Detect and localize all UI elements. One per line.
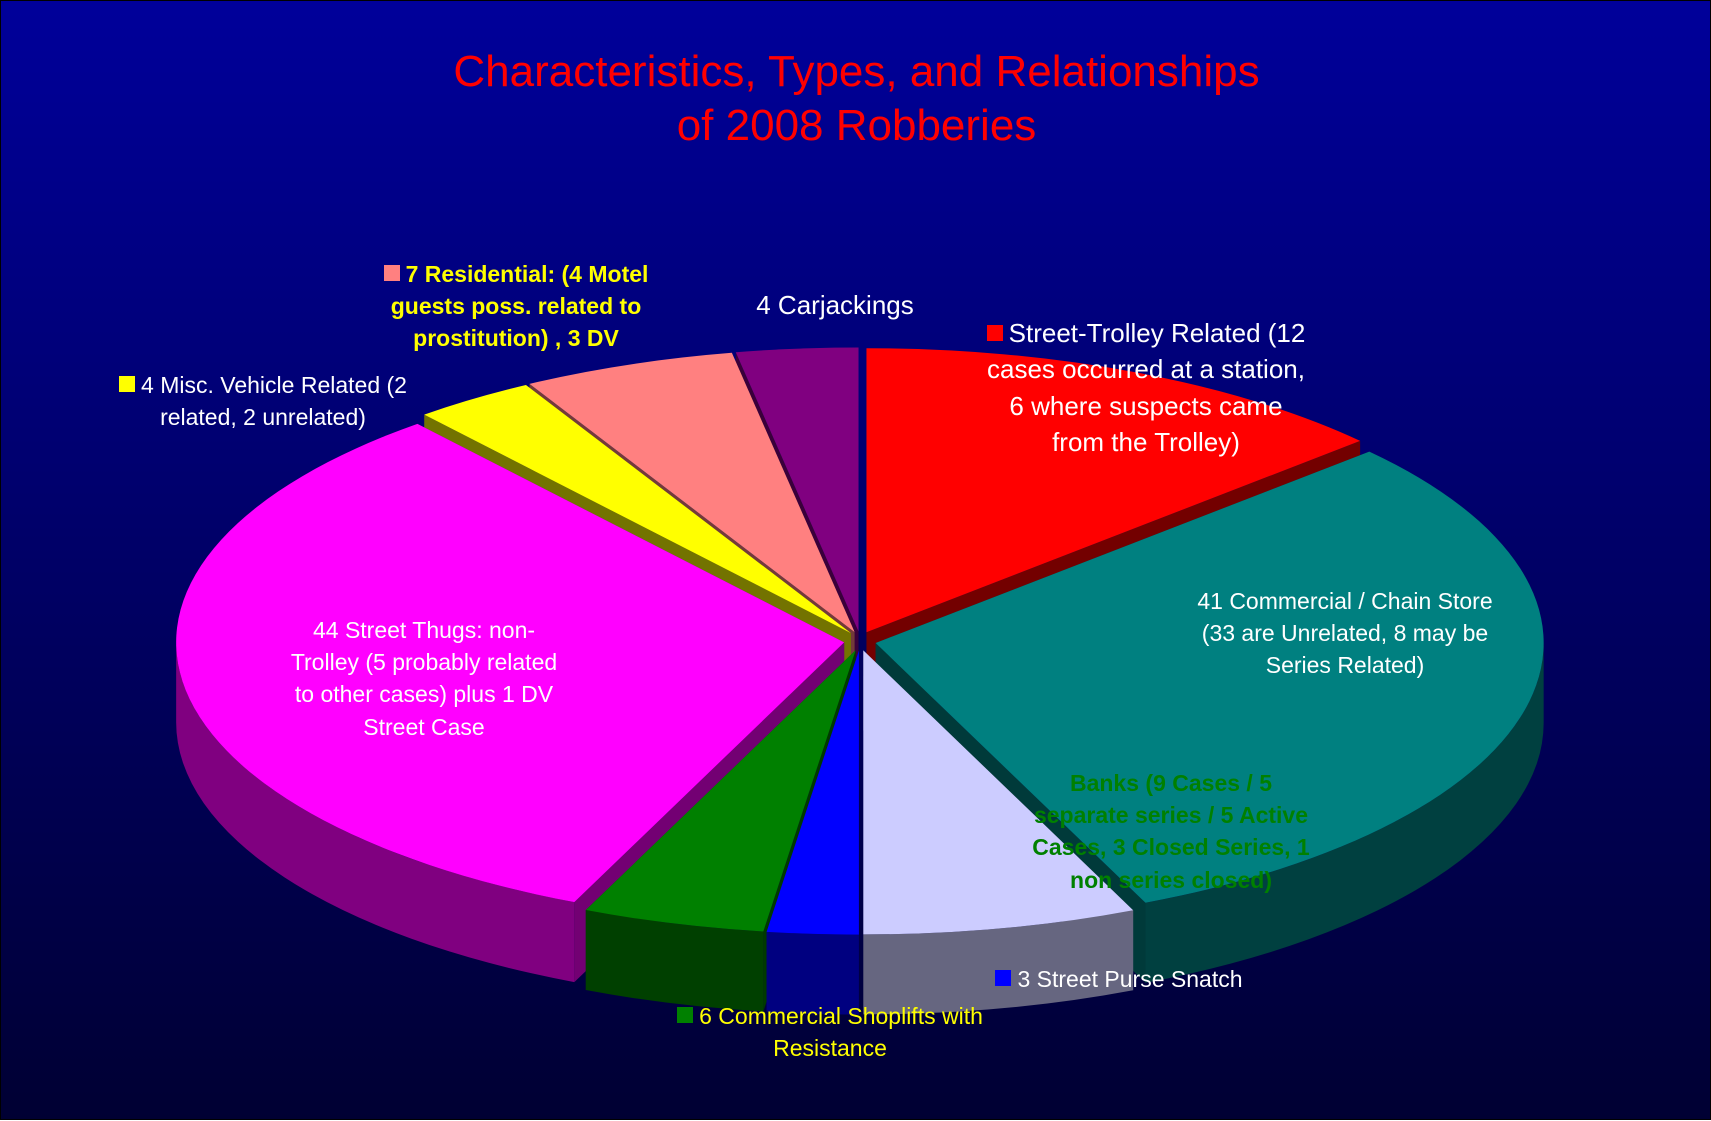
label-text: 41 Commercial / Chain Store (33 are Unre… [1197, 588, 1493, 679]
slice [585, 650, 856, 932]
slice [866, 348, 1361, 633]
slice-side [766, 931, 859, 1015]
slice-label: 6 Commercial Shoplifts with Resistance [675, 1000, 985, 1064]
slice-side [863, 910, 1134, 1015]
label-text: 4 Carjackings [756, 290, 914, 320]
label-text: Banks (9 Cases / 5 separate series / 5 A… [1032, 770, 1310, 893]
slice [529, 352, 855, 632]
label-text: 44 Street Thugs: non-Trolley (5 probably… [290, 617, 558, 740]
slice-side [176, 642, 575, 983]
label-text: 3 Street Purse Snatch [1017, 966, 1243, 992]
slice [766, 650, 859, 935]
slice-side [585, 910, 764, 1012]
slice [176, 423, 845, 903]
chart-title: of 2008 Robberies [676, 101, 1037, 150]
slice-label: 4 Misc. Vehicle Related (2 related, 2 un… [98, 369, 428, 433]
legend-key [383, 265, 400, 281]
slice-label: 41 Commercial / Chain Store (33 are Unre… [1190, 585, 1500, 682]
slice [863, 650, 1134, 935]
legend-key [119, 376, 136, 392]
slice-label: 44 Street Thugs: non-Trolley (5 probably… [289, 614, 559, 743]
slice-label: Banks (9 Cases / 5 separate series / 5 A… [1026, 767, 1316, 896]
slice-label: 7 Residential: (4 Motel guests poss. rel… [361, 258, 671, 355]
slice-label: Street-Trolley Related (12 cases occurre… [986, 315, 1306, 461]
legend-key [995, 970, 1012, 986]
legend-key [677, 1007, 694, 1023]
slice [875, 451, 1544, 903]
slice [735, 347, 859, 632]
slice [424, 384, 851, 634]
label-text: 6 Commercial Shoplifts with Resistance [699, 1003, 983, 1062]
label-text: 4 Misc. Vehicle Related (2 related, 2 un… [141, 372, 407, 431]
label-text: Street-Trolley Related (12 cases occurre… [987, 318, 1306, 458]
slice-side [1145, 642, 1544, 983]
legend-key [986, 325, 1003, 341]
label-text: 7 Residential: (4 Motel guests poss. rel… [390, 261, 649, 352]
slice-label: 4 Carjackings [710, 287, 960, 323]
slice-label: 3 Street Purse Snatch [969, 963, 1269, 995]
chart-title: Characteristics, Types, and Relationship… [453, 47, 1260, 96]
